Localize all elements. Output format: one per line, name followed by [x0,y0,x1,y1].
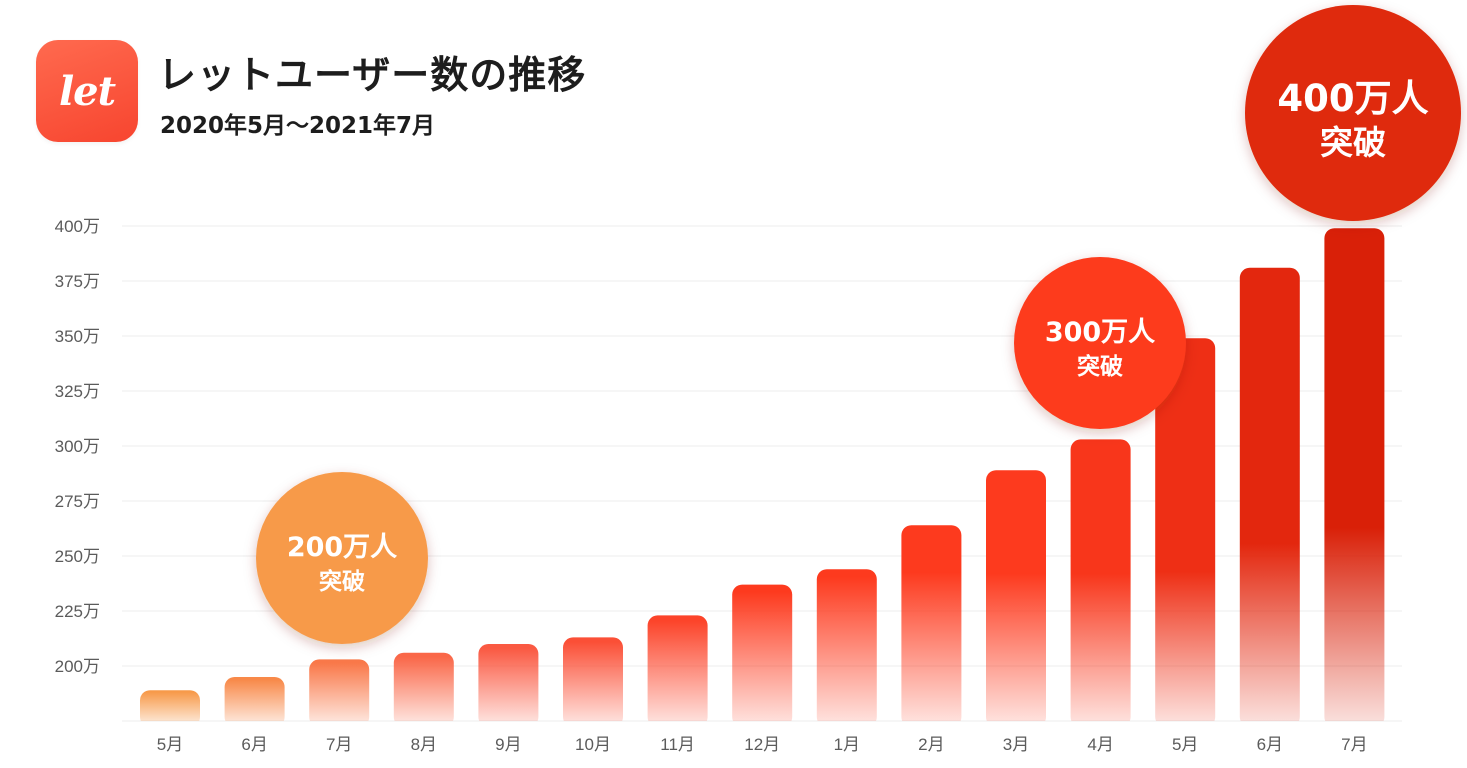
logo-text: let [58,67,116,115]
y-tick-label: 350万 [55,327,100,346]
y-tick-label: 300万 [55,437,100,456]
bar [1324,228,1385,721]
bar [732,584,793,721]
x-tick-label: 1月 [834,735,860,754]
bubble-label: 200万人 [287,532,397,563]
let-logo: let [36,40,138,142]
bar [140,690,200,721]
chart-title: レットユーザー数の推移 [158,53,587,97]
bar [901,525,962,721]
x-tick-label: 7月 [326,735,352,754]
x-tick-label: 8月 [411,735,437,754]
bubble-circle [1245,5,1461,221]
bar [309,659,370,721]
x-tick-label: 11月 [660,735,695,754]
y-tick-label: 275万 [55,492,100,511]
x-tick-label: 6月 [241,735,267,754]
bar [1239,267,1300,721]
bar [647,615,708,721]
x-tick-label: 12月 [744,735,780,754]
bubble-label: 300万人 [1045,317,1155,348]
x-tick-label: 10月 [575,735,611,754]
bubble-sublabel: 突破 [1320,123,1386,162]
x-tick-label: 7月 [1341,735,1367,754]
x-tick-label: 3月 [1003,735,1029,754]
bars [140,228,1385,721]
y-tick-label: 250万 [55,547,100,566]
x-axis: 5月 6月 7月 8月 9月 10月 11月 12月 1月 2月 3月 4月 5月 6月 7月 [157,735,1368,754]
x-tick-label: 4月 [1087,735,1113,754]
y-axis: 200万 225万 250万 275万 300万 325万 350万 375万 400万 [55,217,100,676]
bar [1155,338,1216,721]
bar [986,470,1046,721]
y-tick-label: 375万 [55,272,100,291]
x-tick-label: 2月 [918,735,944,754]
y-tick-label: 225万 [55,602,100,621]
bar [816,569,877,721]
bubble-sublabel: 突破 [319,568,365,595]
x-tick-label: 6月 [1257,735,1283,754]
bar [393,652,454,721]
x-tick-label: 9月 [495,735,521,754]
bar [224,677,285,721]
x-tick-label: 5月 [1172,735,1198,754]
bubble-circle [256,472,428,644]
bar [478,644,539,721]
bar [1070,439,1131,721]
bubble-circle [1014,257,1186,429]
x-tick-label: 5月 [157,735,183,754]
chart-subtitle: 2020年5月～2021年7月 [160,113,436,139]
bubble-label: 400万人 [1277,77,1428,120]
bar [563,637,623,721]
y-tick-label: 325万 [55,382,100,401]
y-tick-label: 200万 [55,657,100,676]
y-tick-label: 400万 [55,217,100,236]
bubble-sublabel: 突破 [1077,353,1123,380]
